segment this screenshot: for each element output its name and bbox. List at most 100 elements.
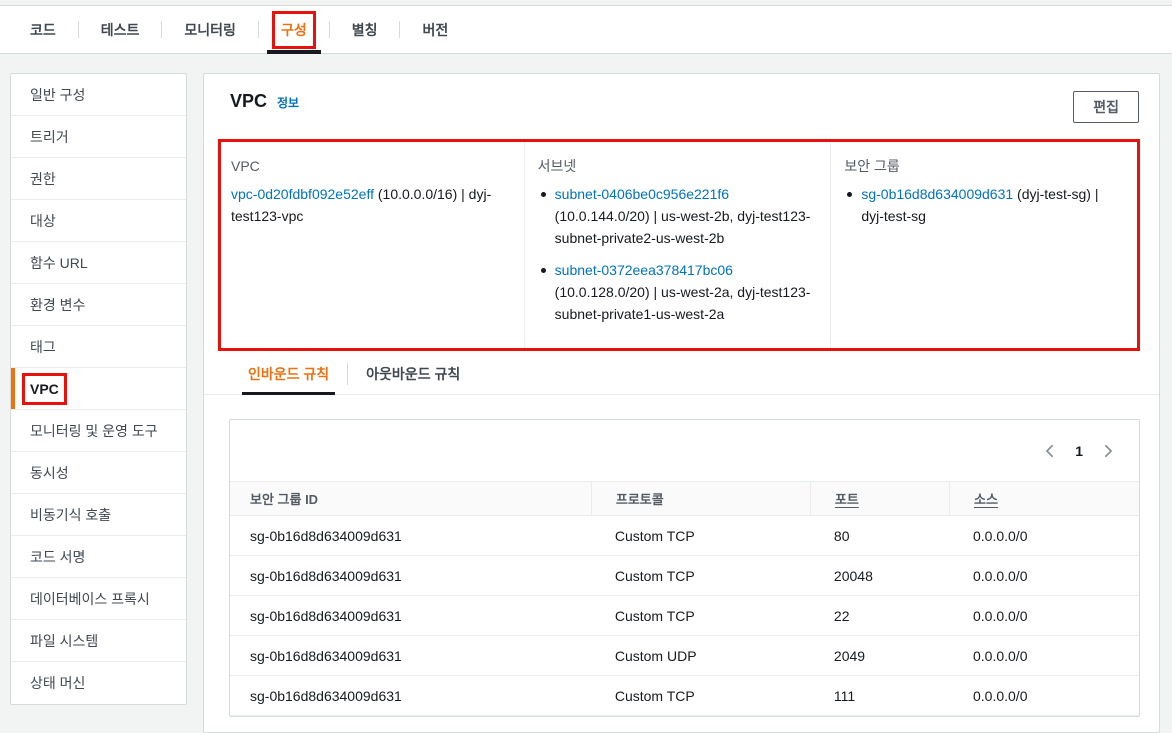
sidebar-item-file-systems[interactable]: 파일 시스템 <box>11 620 186 662</box>
tab-test[interactable]: 테스트 <box>79 6 162 53</box>
sidebar-item-general-config[interactable]: 일반 구성 <box>11 74 186 116</box>
table-row: sg-0b16d8d634009d631 Custom TCP 80 0.0.0… <box>230 516 1139 556</box>
vpc-column: VPC vpc-0d20fdbf092e52eff (10.0.0.0/16) … <box>221 142 524 348</box>
cell-port: 20048 <box>833 567 873 584</box>
table-toolbar: 1 <box>230 420 1139 482</box>
sidebar-item-label: 태그 <box>30 338 56 355</box>
sidebar-item-function-url[interactable]: 함수 URL <box>11 242 186 284</box>
cell-protocol: Custom TCP <box>614 567 695 584</box>
tab-configuration-label: 구성 <box>272 10 316 49</box>
sidebar-item-tags[interactable]: 태그 <box>11 326 186 368</box>
sidebar-item-vpc[interactable]: VPC <box>11 368 186 410</box>
subnet-list-item: subnet-0406be0c956e221f6 (10.0.144.0/20)… <box>538 183 815 249</box>
tab-divider <box>257 21 259 38</box>
vpc-detail-text: (10.0.0.0/16) | dyj-test123-vpc <box>231 186 492 224</box>
subnet-list-item: subnet-0372eea378417bc06 (10.0.128.0/20)… <box>538 259 815 325</box>
vpc-settings-card: VPC 정보 편집 VPC vpc-0d20fdbf092e52eff (10.… <box>203 73 1160 733</box>
sidebar-item-triggers[interactable]: 트리거 <box>11 116 186 158</box>
vpc-id-link[interactable]: vpc-0d20fdbf092e52eff <box>231 186 374 202</box>
pagination-current-page[interactable]: 1 <box>1075 442 1083 459</box>
sidebar-item-label: 일반 구성 <box>30 86 86 103</box>
column-header-protocol: 프로토콜 <box>590 482 810 515</box>
sidebar-item-monitoring-tools[interactable]: 모니터링 및 운영 도구 <box>11 410 186 452</box>
table-row: sg-0b16d8d634009d631 Custom UDP 2049 0.0… <box>230 636 1139 676</box>
tab-code-label: 코드 <box>30 21 56 38</box>
cell-protocol: Custom TCP <box>614 527 695 544</box>
column-header-source[interactable]: 소스 <box>948 482 1139 515</box>
sidebar-item-env-variables[interactable]: 환경 변수 <box>11 284 186 326</box>
subnet-list: subnet-0406be0c956e221f6 (10.0.144.0/20)… <box>538 183 815 325</box>
security-group-id-link[interactable]: sg-0b16d8d634009d631 <box>861 186 1014 202</box>
sidebar-item-permissions[interactable]: 권한 <box>11 158 186 200</box>
security-group-list-item: sg-0b16d8d634009d631 (dyj-test-sg) | dyj… <box>844 183 1121 227</box>
function-tab-bar: 코드 테스트 모니터링 구성 별칭 버전 <box>0 6 1172 54</box>
tab-versions[interactable]: 버전 <box>400 6 470 53</box>
edit-button[interactable]: 편집 <box>1073 91 1139 123</box>
subnet-detail-text: (10.0.128.0/20) | us-west-2a, dyj-test12… <box>554 284 811 322</box>
cell-port: 111 <box>833 687 856 704</box>
sidebar-item-code-signing[interactable]: 코드 서명 <box>11 536 186 578</box>
tab-divider <box>161 21 163 38</box>
info-link[interactable]: 정보 <box>277 96 300 110</box>
subnets-column: 서브넷 subnet-0406be0c956e221f6 (10.0.144.0… <box>523 142 831 348</box>
cell-protocol: Custom TCP <box>614 687 695 704</box>
tab-monitoring-label: 모니터링 <box>184 21 236 38</box>
tab-configuration[interactable]: 구성 <box>259 6 329 54</box>
rule-tab-divider <box>347 363 349 385</box>
subnet-id-link[interactable]: subnet-0406be0c956e221f6 <box>554 186 730 202</box>
cell-source: 0.0.0.0/0 <box>972 567 1028 584</box>
sidebar-item-concurrency[interactable]: 동시성 <box>11 452 186 494</box>
vpc-card-header: VPC 정보 편집 <box>204 74 1159 139</box>
column-header-port[interactable]: 포트 <box>809 482 949 515</box>
subnet-id-link[interactable]: subnet-0372eea378417bc06 <box>554 262 733 278</box>
pagination-prev-button[interactable] <box>1037 440 1063 462</box>
cell-port: 22 <box>833 607 850 624</box>
table-row: sg-0b16d8d634009d631 Custom TCP 111 0.0.… <box>230 676 1139 716</box>
title-row: VPC 정보 <box>230 91 299 112</box>
cell-source: 0.0.0.0/0 <box>972 527 1028 544</box>
sidebar-item-label: 비동기식 호출 <box>30 506 112 523</box>
column-header-sg-id: 보안 그룹 ID <box>250 492 319 507</box>
security-groups-column: 보안 그룹 sg-0b16d8d634009d631 (dyj-test-sg)… <box>830 142 1137 348</box>
tab-inbound-rules-label: 인바운드 규칙 <box>248 366 330 382</box>
sidebar-item-label: 파일 시스템 <box>30 632 99 649</box>
sidebar-item-database-proxies[interactable]: 데이터베이스 프록시 <box>11 578 186 620</box>
pagination-next-button[interactable] <box>1095 440 1121 462</box>
security-group-list: sg-0b16d8d634009d631 (dyj-test-sg) | dyj… <box>844 183 1121 227</box>
cell-port: 2049 <box>833 647 866 664</box>
cell-sg-id: sg-0b16d8d634009d631 <box>250 607 402 624</box>
tab-divider <box>399 21 401 38</box>
vpc-overview-annotated-region: VPC vpc-0d20fdbf092e52eff (10.0.0.0/16) … <box>218 139 1140 351</box>
tab-monitoring[interactable]: 모니터링 <box>162 6 258 53</box>
cell-source: 0.0.0.0/0 <box>972 687 1028 704</box>
tab-aliases[interactable]: 별칭 <box>330 6 400 53</box>
tab-versions-label: 버전 <box>422 21 449 38</box>
tab-code[interactable]: 코드 <box>8 6 78 53</box>
sidebar-item-label: 트리거 <box>30 128 69 145</box>
tab-inbound-rules[interactable]: 인바운드 규칙 <box>242 354 336 395</box>
rule-tab-bar: 인바운드 규칙 아웃바운드 규칙 <box>204 354 1159 395</box>
sidebar-item-label: 환경 변수 <box>30 296 86 313</box>
chevron-right-icon <box>1104 444 1113 457</box>
sidebar-item-label: 함수 URL <box>30 254 88 271</box>
tab-outbound-rules[interactable]: 아웃바운드 규칙 <box>360 354 466 394</box>
cell-sg-id: sg-0b16d8d634009d631 <box>250 687 402 704</box>
sidebar-item-state-machines[interactable]: 상태 머신 <box>11 662 186 704</box>
sidebar-item-async-invocation[interactable]: 비동기식 호출 <box>11 494 186 536</box>
sidebar-item-label: 모니터링 및 운영 도구 <box>30 422 158 439</box>
sidebar-item-label: 동시성 <box>30 464 69 481</box>
cell-protocol: Custom TCP <box>614 607 695 624</box>
tab-outbound-rules-label: 아웃바운드 규칙 <box>366 366 461 382</box>
sidebar-item-label: 데이터베이스 프록시 <box>30 590 150 607</box>
subnet-detail-text: (10.0.144.0/20) | us-west-2b, dyj-test12… <box>554 208 811 246</box>
security-groups-label: 보안 그룹 <box>844 158 900 174</box>
sidebar-item-destinations[interactable]: 대상 <box>11 200 186 242</box>
cell-source: 0.0.0.0/0 <box>972 647 1028 664</box>
vpc-label: VPC <box>231 158 260 174</box>
tab-divider <box>77 21 79 38</box>
cell-sg-id: sg-0b16d8d634009d631 <box>250 647 402 664</box>
security-group-detail-text: (dyj-test-sg) | dyj-test-sg <box>861 186 1099 224</box>
cell-protocol: Custom UDP <box>614 647 697 664</box>
cell-port: 80 <box>833 527 850 544</box>
